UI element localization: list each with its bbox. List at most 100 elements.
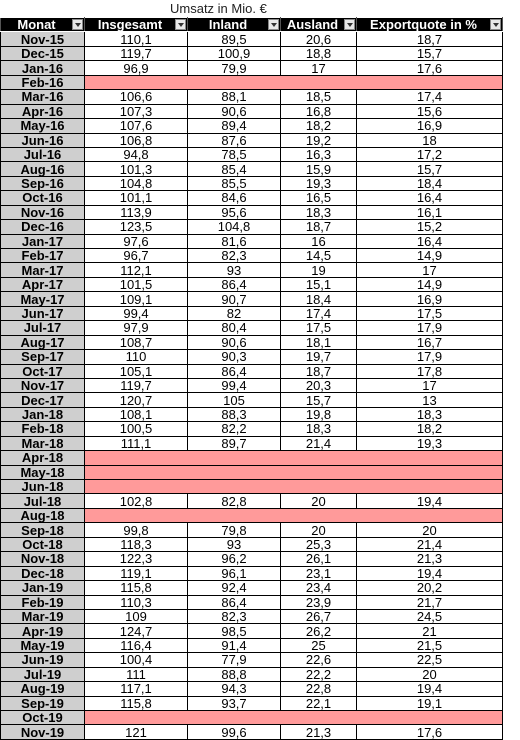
domestic-cell[interactable]: 88,1 bbox=[187, 89, 281, 105]
domestic-cell[interactable]: 86,4 bbox=[187, 363, 281, 379]
month-cell[interactable]: Jun-18 bbox=[0, 478, 85, 495]
export-quota-cell[interactable]: 15,7 bbox=[356, 45, 503, 62]
domestic-cell[interactable]: 100,9 bbox=[187, 45, 281, 62]
month-cell[interactable]: Apr-17 bbox=[0, 276, 85, 293]
domestic-cell[interactable]: 79,9 bbox=[187, 60, 281, 76]
month-cell[interactable]: Apr-18 bbox=[0, 450, 85, 466]
foreign-cell[interactable]: 23,4 bbox=[280, 580, 357, 596]
foreign-cell[interactable]: 18,5 bbox=[280, 89, 357, 105]
domestic-cell[interactable]: 82,3 bbox=[187, 247, 281, 264]
total-cell[interactable]: 94,8 bbox=[84, 146, 188, 163]
total-cell[interactable]: 124,7 bbox=[84, 623, 188, 639]
column-header-total[interactable]: Insgesamt bbox=[84, 16, 188, 33]
foreign-cell[interactable]: 20,6 bbox=[280, 31, 357, 47]
month-cell[interactable]: Mar-16 bbox=[0, 89, 85, 105]
month-cell[interactable]: May-19 bbox=[0, 637, 85, 654]
total-cell[interactable]: 121 bbox=[84, 724, 188, 740]
domestic-cell[interactable]: 87,6 bbox=[187, 132, 281, 148]
month-cell[interactable]: Mar-19 bbox=[0, 608, 85, 625]
month-cell[interactable]: Dec-16 bbox=[0, 219, 85, 235]
total-cell[interactable]: 110,1 bbox=[84, 31, 188, 47]
total-cell[interactable]: 107,3 bbox=[84, 103, 188, 120]
month-cell[interactable]: Apr-16 bbox=[0, 103, 85, 120]
month-cell[interactable]: Nov-16 bbox=[0, 204, 85, 221]
total-cell[interactable]: 117,1 bbox=[84, 681, 188, 697]
month-cell[interactable]: Dec-15 bbox=[0, 45, 85, 62]
foreign-cell[interactable]: 18,8 bbox=[280, 45, 357, 62]
month-cell[interactable]: Mar-18 bbox=[0, 435, 85, 452]
foreign-cell[interactable]: 20 bbox=[280, 522, 357, 538]
export-quota-cell[interactable]: 17 bbox=[356, 262, 503, 278]
domestic-cell[interactable]: 88,3 bbox=[187, 406, 281, 423]
foreign-cell[interactable]: 26,1 bbox=[280, 551, 357, 567]
export-quota-cell[interactable]: 21,3 bbox=[356, 551, 503, 567]
filter-dropdown-icon[interactable] bbox=[490, 19, 501, 30]
foreign-cell[interactable]: 19 bbox=[280, 262, 357, 278]
export-quota-cell[interactable]: 24,5 bbox=[356, 608, 503, 625]
domestic-cell[interactable]: 98,5 bbox=[187, 623, 281, 639]
filter-dropdown-icon[interactable] bbox=[344, 19, 355, 30]
filter-dropdown-icon[interactable] bbox=[175, 19, 186, 30]
domestic-cell[interactable]: 89,7 bbox=[187, 435, 281, 452]
export-quota-cell[interactable]: 21,5 bbox=[356, 637, 503, 654]
foreign-cell[interactable]: 18,3 bbox=[280, 204, 357, 221]
export-quota-cell[interactable]: 21 bbox=[356, 623, 503, 639]
export-quota-cell[interactable]: 17 bbox=[356, 377, 503, 394]
domestic-cell[interactable]: 91,4 bbox=[187, 637, 281, 654]
month-cell[interactable]: Aug-19 bbox=[0, 681, 85, 697]
foreign-cell[interactable]: 26,7 bbox=[280, 608, 357, 625]
missing-data-cell[interactable] bbox=[84, 709, 503, 726]
month-cell[interactable]: Jun-16 bbox=[0, 132, 85, 148]
month-cell[interactable]: Oct-19 bbox=[0, 709, 85, 726]
export-quota-cell[interactable]: 17,4 bbox=[356, 89, 503, 105]
domestic-cell[interactable]: 93,7 bbox=[187, 695, 281, 712]
export-quota-cell[interactable]: 19,4 bbox=[356, 565, 503, 582]
month-cell[interactable]: May-18 bbox=[0, 464, 85, 481]
total-cell[interactable]: 113,9 bbox=[84, 204, 188, 221]
export-quota-cell[interactable]: 17,9 bbox=[356, 320, 503, 336]
domestic-cell[interactable]: 77,9 bbox=[187, 652, 281, 668]
month-cell[interactable]: Jul-16 bbox=[0, 146, 85, 163]
month-cell[interactable]: Aug-17 bbox=[0, 334, 85, 351]
domestic-cell[interactable]: 90,3 bbox=[187, 349, 281, 365]
export-quota-cell[interactable]: 15,7 bbox=[356, 161, 503, 177]
total-cell[interactable]: 100,4 bbox=[84, 652, 188, 668]
total-cell[interactable]: 106,8 bbox=[84, 132, 188, 148]
total-cell[interactable]: 104,8 bbox=[84, 175, 188, 192]
filter-dropdown-icon[interactable] bbox=[268, 19, 279, 30]
month-cell[interactable]: Jun-19 bbox=[0, 652, 85, 668]
filter-dropdown-icon[interactable] bbox=[72, 19, 83, 30]
month-cell[interactable]: Jan-19 bbox=[0, 580, 85, 596]
foreign-cell[interactable]: 18,2 bbox=[280, 118, 357, 134]
domestic-cell[interactable]: 99,4 bbox=[187, 377, 281, 394]
domestic-cell[interactable]: 85,5 bbox=[187, 175, 281, 192]
total-cell[interactable]: 97,6 bbox=[84, 233, 188, 250]
export-quota-cell[interactable]: 18,7 bbox=[356, 31, 503, 47]
total-cell[interactable]: 118,3 bbox=[84, 536, 188, 553]
domestic-cell[interactable]: 90,6 bbox=[187, 103, 281, 120]
month-cell[interactable]: Mar-17 bbox=[0, 262, 85, 278]
total-cell[interactable]: 116,4 bbox=[84, 637, 188, 654]
domestic-cell[interactable]: 86,4 bbox=[187, 276, 281, 293]
missing-data-cell[interactable] bbox=[84, 74, 503, 91]
export-quota-cell[interactable]: 18 bbox=[356, 132, 503, 148]
domestic-cell[interactable]: 82 bbox=[187, 305, 281, 322]
total-cell[interactable]: 109 bbox=[84, 608, 188, 625]
export-quota-cell[interactable]: 13 bbox=[356, 392, 503, 408]
total-cell[interactable]: 99,8 bbox=[84, 522, 188, 538]
missing-data-cell[interactable] bbox=[84, 478, 503, 495]
total-cell[interactable]: 102,8 bbox=[84, 493, 188, 509]
export-quota-cell[interactable]: 19,3 bbox=[356, 435, 503, 452]
month-cell[interactable]: Feb-16 bbox=[0, 74, 85, 91]
column-header-export-quota[interactable]: Exportquote in % bbox=[356, 16, 503, 33]
foreign-cell[interactable]: 14,5 bbox=[280, 247, 357, 264]
month-cell[interactable]: Sep-16 bbox=[0, 175, 85, 192]
domestic-cell[interactable]: 90,6 bbox=[187, 334, 281, 351]
export-quota-cell[interactable]: 16,9 bbox=[356, 118, 503, 134]
export-quota-cell[interactable]: 20,2 bbox=[356, 580, 503, 596]
foreign-cell[interactable]: 16 bbox=[280, 233, 357, 250]
export-quota-cell[interactable]: 18,4 bbox=[356, 175, 503, 192]
total-cell[interactable]: 97,9 bbox=[84, 320, 188, 336]
foreign-cell[interactable]: 19,3 bbox=[280, 175, 357, 192]
domestic-cell[interactable]: 78,5 bbox=[187, 146, 281, 163]
